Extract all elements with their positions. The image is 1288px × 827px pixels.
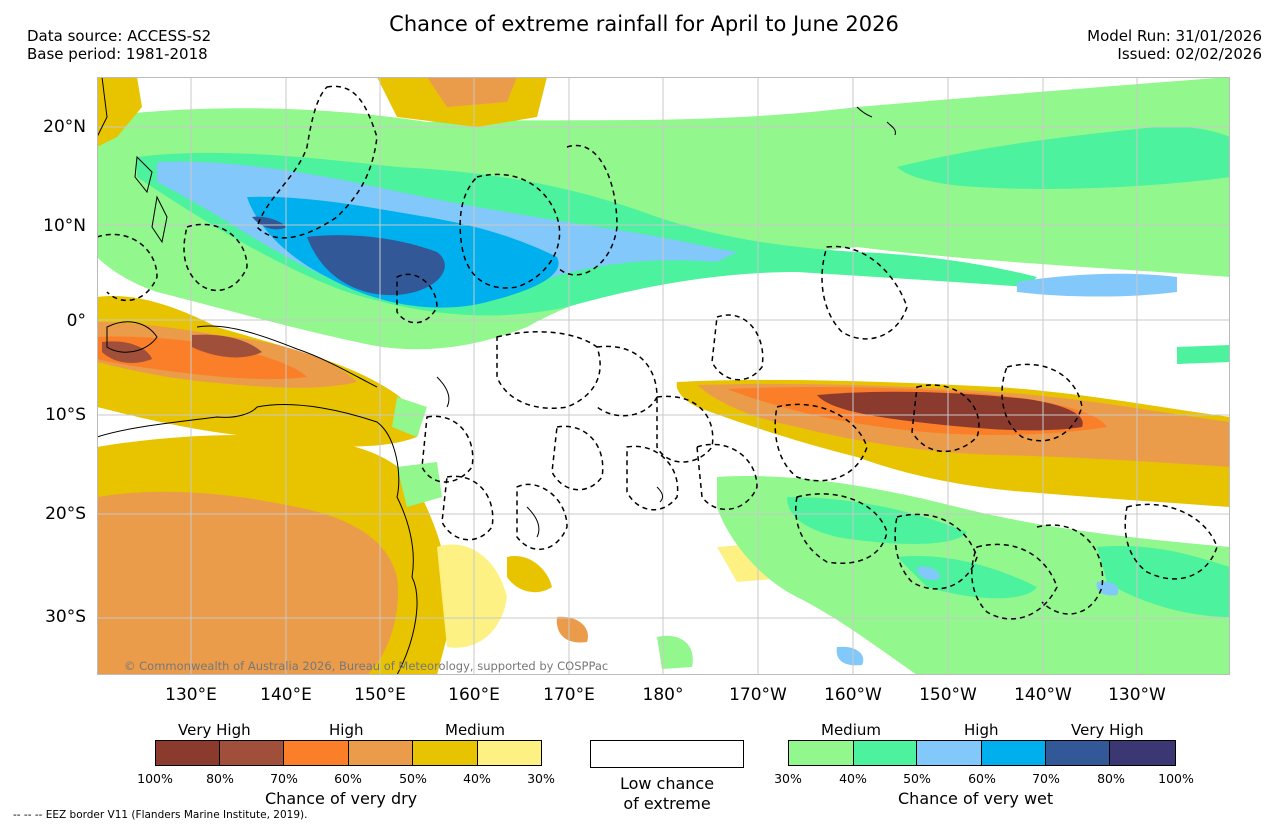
wet-pct-60: 60% [968, 771, 996, 786]
dry-swatch-3 [284, 741, 349, 765]
lat-label-30s: 30°S [45, 607, 86, 627]
wet-swatch-3 [917, 741, 983, 765]
wet-swatch-2 [853, 741, 918, 765]
dry-pct-50: 50% [399, 771, 427, 786]
wet-swatch-6 [1110, 741, 1176, 765]
lat-label-20n: 20°N [43, 117, 86, 137]
lon-label-160w: 160°W [824, 685, 882, 705]
dry-colorbar [155, 740, 542, 766]
lon-label-150e: 150°E [354, 685, 406, 705]
data-source-block: Data source: ACCESS-S2 Base period: 1981… [27, 27, 211, 63]
low-chance-line2: of extreme [623, 794, 711, 813]
grid-lines [97, 77, 1230, 675]
wet-legend-title: Chance of very wet [898, 789, 1054, 808]
rainfall-map [97, 77, 1230, 675]
dry-cat-very-high: Very High [178, 721, 251, 739]
wet-cat-very-high: Very High [1071, 721, 1144, 739]
lon-label-170e: 170°E [543, 685, 595, 705]
dry-swatch-5 [413, 741, 478, 765]
dry-pct-40: 40% [463, 771, 491, 786]
eez-note: -- -- -- EEZ border V11 (Flanders Marine… [13, 809, 308, 821]
lon-label-150w: 150°W [919, 685, 977, 705]
low-chance-swatch [590, 740, 744, 768]
lat-label-10s: 10°S [45, 405, 86, 425]
base-period: Base period: 1981-2018 [27, 45, 208, 63]
lon-label-170w: 170°W [729, 685, 787, 705]
wet-pct-80: 80% [1097, 771, 1125, 786]
issued-date: Issued: 02/02/2026 [1117, 45, 1262, 63]
wet-pct-70: 70% [1032, 771, 1060, 786]
dry-swatch-1 [156, 741, 220, 765]
wet-swatch-5 [1045, 741, 1111, 765]
dry-swatch-6 [478, 741, 541, 765]
low-chance-line1: Low chance [619, 774, 715, 793]
coastlines [97, 77, 896, 675]
map-title: Chance of extreme rainfall for April to … [389, 12, 899, 36]
dry-pct-30: 30% [527, 771, 555, 786]
wet-cat-medium: Medium [821, 721, 881, 739]
wet-pct-100: 100% [1158, 771, 1194, 786]
wet-pct-30: 30% [774, 771, 802, 786]
dry-region-east-pacific [507, 379, 1230, 643]
dry-swatch-4 [349, 741, 413, 765]
dry-cat-high: High [329, 721, 364, 739]
wet-region-south [392, 397, 1230, 675]
dry-pct-100: 100% [137, 771, 173, 786]
model-run: Model Run: 31/01/2026 [1087, 27, 1262, 45]
wet-colorbar [788, 740, 1176, 766]
eez-borders [97, 85, 1218, 620]
lon-label-180: 180° [642, 685, 684, 705]
dry-region-png [97, 77, 547, 447]
model-run-block: Model Run: 31/01/2026 Issued: 02/02/2026 [1087, 27, 1262, 63]
dry-region-australia [97, 435, 507, 675]
lat-label-20s: 20°S [45, 504, 86, 524]
wet-swatch-1 [789, 741, 854, 765]
lon-label-130w: 130°W [1108, 685, 1166, 705]
lon-label-160e: 160°E [448, 685, 500, 705]
dry-swatch-2 [220, 741, 284, 765]
wet-pct-50: 50% [903, 771, 931, 786]
data-source: Data source: ACCESS-S2 [27, 27, 212, 45]
map-frame [97, 77, 1230, 675]
wet-pct-40: 40% [839, 771, 867, 786]
lat-label-0: 0° [66, 311, 86, 331]
low-chance-label: Low chance of extreme [590, 774, 744, 814]
lon-label-130e: 130°E [165, 685, 217, 705]
dry-cat-medium: Medium [445, 721, 505, 739]
dry-pct-70: 70% [270, 771, 298, 786]
lon-label-140w: 140°W [1014, 685, 1072, 705]
dry-legend-title: Chance of very dry [265, 789, 418, 808]
dry-pct-60: 60% [334, 771, 362, 786]
lon-label-140e: 140°E [260, 685, 312, 705]
wet-cat-high: High [964, 721, 999, 739]
copyright-note: © Commonwealth of Australia 2026, Bureau… [124, 659, 609, 673]
wet-swatch-4 [982, 741, 1046, 765]
lat-label-10n: 10°N [43, 216, 86, 236]
dry-pct-80: 80% [206, 771, 234, 786]
